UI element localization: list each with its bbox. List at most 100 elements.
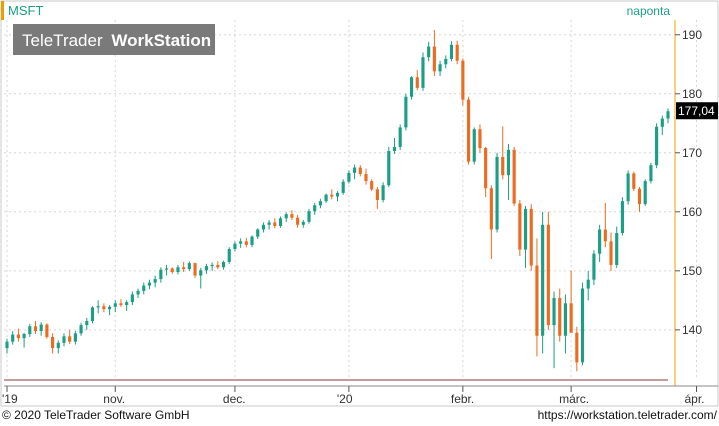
candle-body <box>632 173 636 189</box>
candle-body <box>347 172 351 182</box>
y-tick-label: 150 <box>682 264 702 278</box>
candle-body <box>11 334 15 342</box>
candle-body <box>182 267 186 270</box>
candle <box>655 123 659 169</box>
candle-body <box>102 306 106 310</box>
candle <box>56 340 60 354</box>
candle-body <box>506 149 511 176</box>
watermark-product: WorkStation <box>111 31 211 50</box>
candle-body <box>79 325 83 334</box>
candle-body <box>113 303 117 307</box>
candle-body <box>187 263 191 270</box>
candle <box>153 275 157 288</box>
candle-body <box>501 156 505 176</box>
candle-body <box>478 129 482 149</box>
last-price-value: 177,04 <box>678 104 715 118</box>
candle <box>427 41 431 62</box>
candle-body <box>643 181 647 205</box>
candle <box>45 323 49 339</box>
candle <box>506 143 511 200</box>
candle <box>102 303 106 313</box>
candle-body <box>324 194 328 202</box>
candle-body <box>147 282 152 286</box>
candle <box>620 197 624 236</box>
candle-body <box>552 297 556 326</box>
candle-body <box>313 205 317 212</box>
candle <box>415 70 419 91</box>
candle <box>432 30 436 77</box>
candle <box>398 124 402 150</box>
candle-body <box>39 324 43 332</box>
candle <box>39 322 43 336</box>
candle-body <box>68 336 72 342</box>
candle <box>204 263 209 274</box>
candle-body <box>301 221 305 225</box>
candle <box>221 260 226 270</box>
candle <box>256 228 260 239</box>
candle-body <box>341 181 345 193</box>
candle-body <box>518 203 522 250</box>
candle <box>147 279 152 290</box>
candle <box>586 270 590 301</box>
candle <box>541 211 545 354</box>
candle <box>96 300 100 314</box>
candle <box>142 282 146 295</box>
candle-body <box>512 149 516 204</box>
candle-body <box>637 188 642 205</box>
candle <box>22 332 26 348</box>
candle-body <box>210 264 214 267</box>
candle <box>546 211 550 330</box>
candle-body <box>609 241 613 265</box>
candle-body <box>51 336 55 349</box>
candle-body <box>489 188 493 230</box>
candle <box>130 291 134 306</box>
candle-body <box>170 268 174 272</box>
candle <box>136 288 140 298</box>
candle-body <box>296 217 300 225</box>
candle-body <box>284 214 288 219</box>
candle <box>68 329 72 344</box>
candle <box>16 328 20 342</box>
candle <box>552 291 556 369</box>
candle-body <box>421 57 425 88</box>
y-tick-label: 190 <box>682 28 702 42</box>
grid-layer <box>4 20 697 380</box>
candle-body <box>387 151 391 186</box>
x-tick-label: febr. <box>451 392 474 406</box>
x-tick-label: dec. <box>223 392 246 406</box>
source-url-link[interactable]: https://workstation.teletrader.com/ <box>537 408 717 422</box>
candle <box>410 76 414 100</box>
candle <box>529 204 533 271</box>
last-price-box <box>676 102 718 120</box>
candle <box>563 294 567 354</box>
candle-body <box>216 264 220 268</box>
candle <box>501 126 505 180</box>
candle-body <box>666 111 670 119</box>
candle <box>113 300 117 313</box>
y-axis-labels: 140 150 160 170 180 190 <box>675 28 702 337</box>
candle-body <box>193 263 197 276</box>
candle-body <box>108 306 112 310</box>
candle-body <box>353 167 357 173</box>
candle <box>495 152 499 233</box>
candle <box>598 224 602 262</box>
watermark-background <box>13 24 215 55</box>
candle <box>358 165 362 177</box>
candle <box>318 198 322 209</box>
candle-body <box>649 165 653 182</box>
candle-body <box>256 229 260 237</box>
candle-body <box>495 156 499 230</box>
candle-body <box>90 307 95 321</box>
candle <box>33 320 38 334</box>
candle-body <box>244 241 248 245</box>
candle-body <box>358 167 362 175</box>
candle-body <box>250 236 254 245</box>
candle-body <box>159 269 163 280</box>
x-tick-label: '20 <box>337 392 353 406</box>
candle-body <box>558 297 562 336</box>
candle <box>370 179 374 192</box>
candle <box>575 326 579 372</box>
candle <box>239 238 243 248</box>
watermark-label: TeleTrader WorkStation <box>22 31 211 50</box>
